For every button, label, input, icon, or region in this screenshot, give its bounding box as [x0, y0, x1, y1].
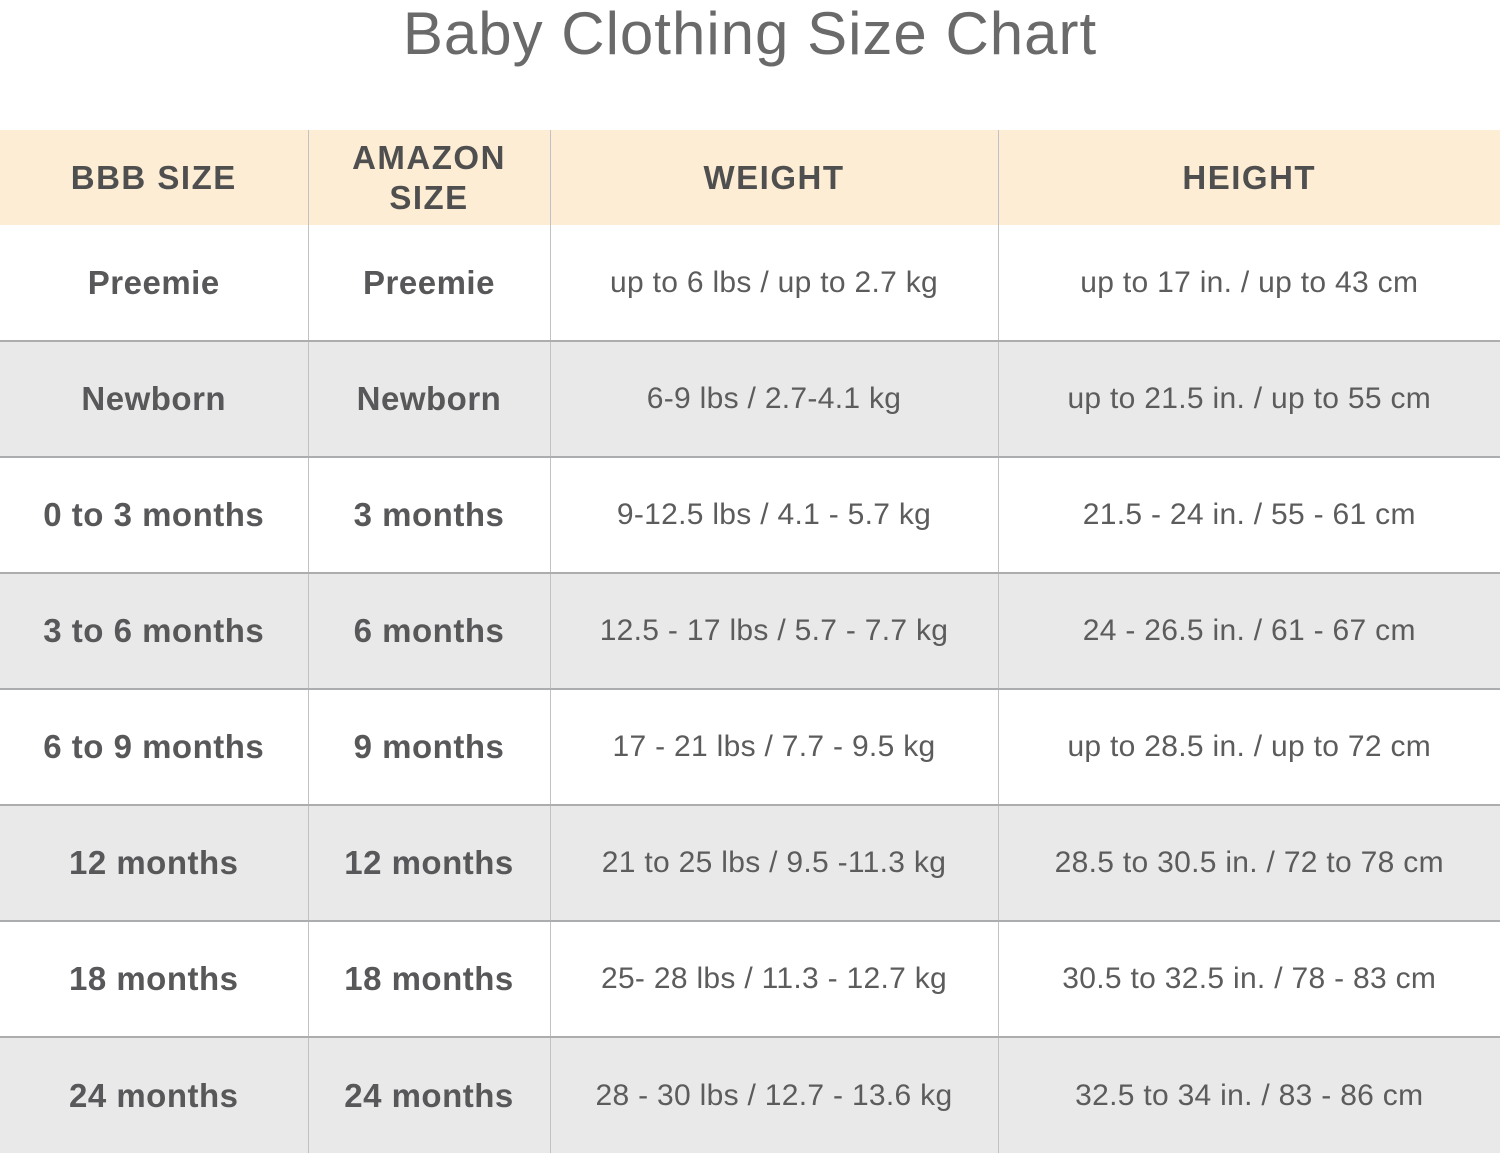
cell-amazon-size: 6 months	[307, 572, 550, 689]
cell-amazon-size: 9 months	[307, 688, 550, 805]
cell-height: up to 28.5 in. / up to 72 cm	[997, 688, 1500, 805]
cell-bbb-size: Newborn	[0, 340, 308, 457]
cell-weight: 9-12.5 lbs / 4.1 - 5.7 kg	[549, 456, 998, 573]
cell-weight: 12.5 - 17 lbs / 5.7 - 7.7 kg	[549, 572, 998, 689]
cell-height: 21.5 - 24 in. / 55 - 61 cm	[997, 456, 1500, 573]
header-row: BBB SIZE AMAZON SIZE WEIGHT HEIGHT	[0, 130, 1500, 225]
cell-bbb-size: 6 to 9 months	[0, 688, 308, 805]
cell-weight: 6-9 lbs / 2.7-4.1 kg	[549, 340, 998, 457]
table-row: Newborn Newborn 6-9 lbs / 2.7-4.1 kg up to …	[0, 340, 1500, 457]
cell-amazon-size: Newborn	[307, 340, 550, 457]
cell-bbb-size: 24 months	[0, 1036, 308, 1153]
cell-amazon-size: 24 months	[307, 1036, 550, 1153]
cell-height: up to 17 in. / up to 43 cm	[997, 225, 1500, 341]
cell-amazon-size: 12 months	[307, 804, 550, 921]
cell-amazon-size: 18 months	[307, 920, 550, 1037]
cell-amazon-size: 3 months	[307, 456, 550, 573]
size-table: BBB SIZE AMAZON SIZE WEIGHT HEIGHT Preem…	[0, 130, 1500, 1153]
cell-weight: 21 to 25 lbs / 9.5 -11.3 kg	[549, 804, 998, 921]
cell-bbb-size: 18 months	[0, 920, 308, 1037]
cell-bbb-size: 0 to 3 months	[0, 456, 308, 573]
cell-amazon-size: Preemie	[307, 225, 550, 341]
table-row: 0 to 3 months 3 months 9-12.5 lbs / 4.1 - …	[0, 456, 1500, 573]
table-header: BBB SIZE AMAZON SIZE WEIGHT HEIGHT	[0, 130, 1500, 225]
header-height: HEIGHT	[997, 130, 1500, 225]
cell-height: 28.5 to 30.5 in. / 72 to 78 cm	[997, 804, 1500, 921]
header-bbb-size: BBB SIZE	[0, 130, 308, 225]
table-row: 12 months 12 months 21 to 25 lbs / 9.5 -11…	[0, 804, 1500, 921]
table-row: 24 months 24 months 28 - 30 lbs / 12.7 - 1…	[0, 1036, 1500, 1153]
header-weight: WEIGHT	[549, 130, 998, 225]
table-row: 3 to 6 months 6 months 12.5 - 17 lbs / 5.7…	[0, 572, 1500, 689]
page-title: Baby Clothing Size Chart	[402, 0, 1098, 67]
table-row: Preemie Preemie up to 6 lbs / up to 2.7 kg…	[0, 225, 1500, 341]
cell-height: up to 21.5 in. / up to 55 cm	[997, 340, 1500, 457]
cell-weight: 17 - 21 lbs / 7.7 - 9.5 kg	[549, 688, 998, 805]
cell-height: 24 - 26.5 in. / 61 - 67 cm	[997, 572, 1500, 689]
table-row: 18 months 18 months 25- 28 lbs / 11.3 - 12…	[0, 920, 1500, 1037]
cell-height: 32.5 to 34 in. / 83 - 86 cm	[997, 1036, 1500, 1153]
cell-weight: up to 6 lbs / up to 2.7 kg	[549, 225, 998, 341]
cell-weight: 25- 28 lbs / 11.3 - 12.7 kg	[549, 920, 998, 1037]
size-table-body: Preemie Preemie up to 6 lbs / up to 2.7 kg…	[0, 225, 1500, 1153]
cell-bbb-size: 12 months	[0, 804, 308, 921]
cell-bbb-size: 3 to 6 months	[0, 572, 308, 689]
cell-bbb-size: Preemie	[0, 225, 308, 341]
header-amazon-size: AMAZON SIZE	[307, 130, 550, 225]
cell-weight: 28 - 30 lbs / 12.7 - 13.6 kg	[549, 1036, 998, 1153]
table-row: 6 to 9 months 9 months 17 - 21 lbs / 7.7 -…	[0, 688, 1500, 805]
cell-height: 30.5 to 32.5 in. / 78 - 83 cm	[997, 920, 1500, 1037]
